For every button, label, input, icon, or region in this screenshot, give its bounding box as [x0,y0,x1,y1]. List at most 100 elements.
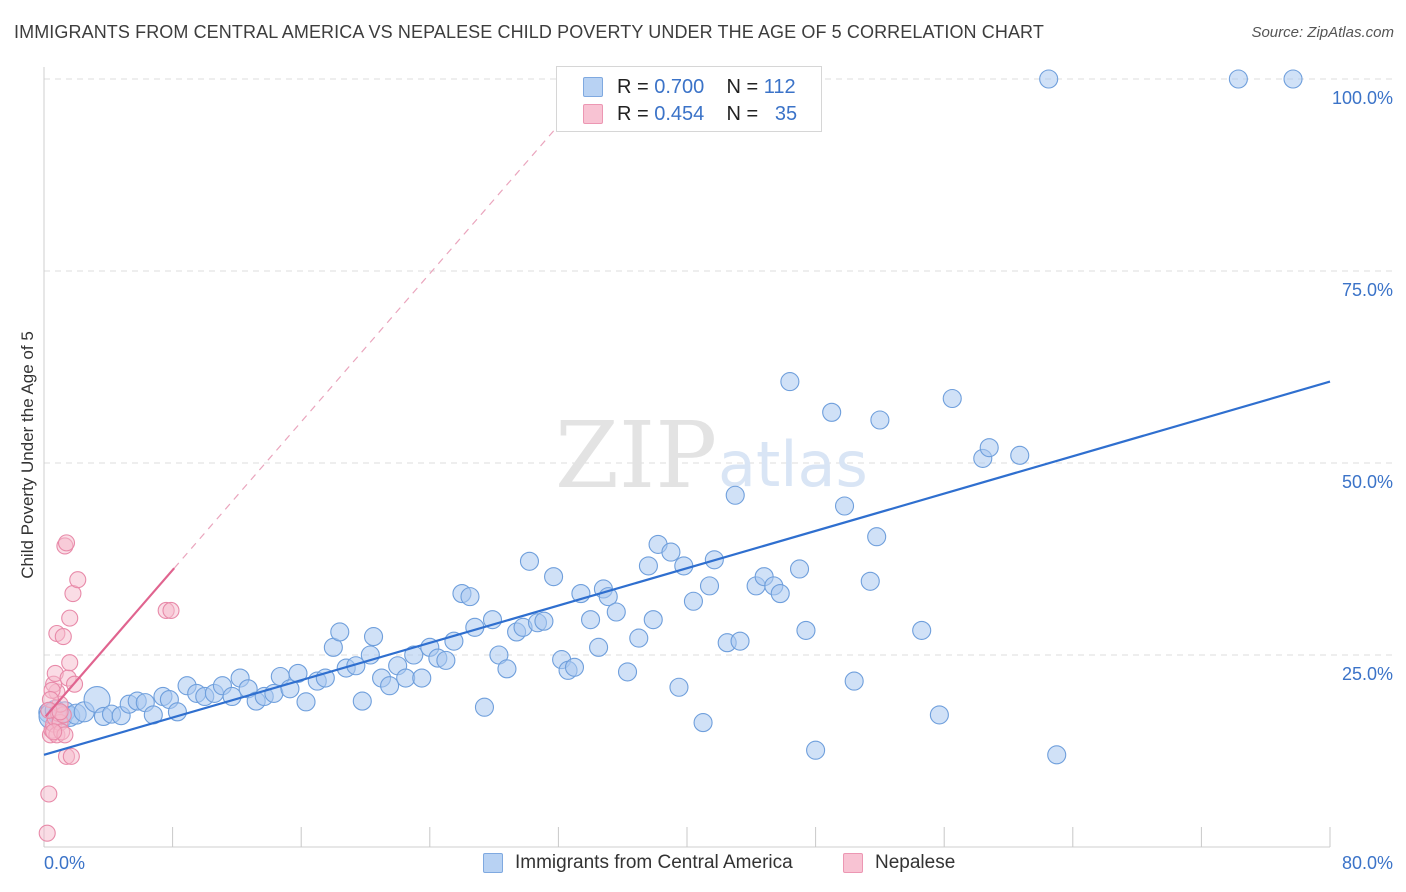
watermark-zip: ZIP [555,402,717,509]
series-central-america-points [38,69,1303,765]
data-point-nepalese [61,654,79,672]
data-point-central-america [436,650,456,670]
data-point-central-america [789,559,810,579]
legend-n-label: N = [726,75,764,98]
data-point-central-america [844,671,864,691]
data-point-central-america [380,676,400,696]
series-nepalese-points [38,534,180,842]
data-point-central-america [693,713,713,733]
data-point-central-america [363,627,384,647]
data-point-central-america [867,527,887,547]
data-point-central-america [674,556,694,576]
data-point-nepalese [62,747,80,765]
data-point-central-america [1228,69,1248,89]
data-point-central-america [661,542,681,562]
data-point-central-america [589,637,609,657]
bottom-legend-nepalese[interactable]: Nepalese [843,852,955,874]
x-tick-label: 0.0% [44,853,85,873]
data-point-central-america [580,610,601,630]
data-point-central-america [396,668,416,688]
data-point-central-america [929,705,949,725]
data-point-central-america [412,668,432,688]
data-point-nepalese [54,628,72,646]
data-point-central-america [474,697,495,717]
data-point-central-america [669,677,689,697]
bottom-legend-label: Immigrants from Central America [515,852,793,873]
data-point-nepalese [69,571,87,589]
trend-line-central-america [43,380,1331,756]
bottom-legend-central-america[interactable]: Immigrants from Central America [483,852,793,874]
data-point-central-america [497,659,517,679]
y-tick-label: 100.0% [1332,88,1393,108]
data-point-central-america [942,388,962,409]
bottom-legend-label: Nepalese [875,852,956,873]
data-point-central-america [860,571,880,591]
x-tick-label: 80.0% [1342,853,1393,873]
data-point-central-america [606,602,626,622]
bottom-legend-swatch-blue [483,853,503,873]
data-point-central-america [346,656,366,676]
data-point-nepalese [40,785,58,803]
data-point-central-america [330,622,350,642]
legend-box: R = 0.700 N = 112 R = 0.454 N = 35 [556,66,822,132]
data-point-central-america [822,402,842,422]
data-point-central-america [806,740,826,760]
legend-r-value: 0.700 [654,75,705,98]
y-tick-label: 50.0% [1342,472,1393,492]
chart-title: IMMIGRANTS FROM CENTRAL AMERICA VS NEPAL… [14,22,1044,42]
data-point-central-america [834,496,855,516]
data-point-central-america [1039,69,1059,89]
data-point-nepalese [61,609,79,627]
data-point-central-america [544,567,564,587]
data-point-central-america [683,591,703,611]
data-point-central-america [534,611,554,631]
bottom-legend-swatch-pink [843,853,863,873]
data-point-central-america [617,662,638,682]
data-point-central-america [404,645,424,665]
data-point-central-america [638,556,658,576]
data-point-central-america [460,587,480,607]
watermark-atlas: atlas [718,428,868,501]
legend-n-value: 112 [763,75,796,98]
data-point-central-america [979,438,999,458]
data-point-central-america [770,584,790,604]
data-point-central-america [352,691,372,711]
tick-labels: 25.0% 50.0% 75.0% 100.0% 0.0% 80.0% [44,88,1393,873]
legend-row-nepalese: R = 0.454 N = 35 [583,101,798,127]
data-point-central-america [1010,445,1030,465]
data-point-nepalese [45,723,63,741]
data-point-central-america [730,631,750,651]
data-point-central-america [780,372,800,392]
data-point-nepalese [51,703,69,721]
data-point-nepalese [162,601,180,620]
data-point-central-america [288,663,308,683]
data-point-central-america [1047,745,1067,765]
legend-r-value: 0.454 [654,102,705,125]
y-tick-label: 75.0% [1342,280,1393,300]
data-point-central-america [912,620,932,640]
legend-n-label: N = [726,102,764,125]
data-point-central-america [699,576,720,596]
trend-lines [43,101,1331,756]
legend-swatch-pink [583,104,603,124]
data-point-central-america [1283,69,1303,89]
legend-row-central-america: R = 0.700 N = 112 [583,74,796,100]
trend-extension-nepalese [173,101,580,569]
y-tick-label: 25.0% [1342,664,1393,684]
grid-layer [44,78,1394,656]
data-point-central-america [629,628,649,648]
data-point-central-america [564,657,585,677]
data-point-central-america [519,551,540,571]
source-credit: Source: ZipAtlas.com [1251,24,1394,41]
trend-line-nepalese [44,567,176,718]
legend-n-value: 35 [774,102,798,125]
watermark: ZIP atlas [555,402,868,509]
data-point-central-america [296,692,316,712]
legend-r-label: R = [617,75,655,98]
legend-swatch-blue [583,77,603,97]
data-point-central-america [870,410,890,430]
data-point-central-america [725,485,745,505]
data-point-nepalese [57,534,76,552]
legend-r-label: R = [617,102,655,125]
